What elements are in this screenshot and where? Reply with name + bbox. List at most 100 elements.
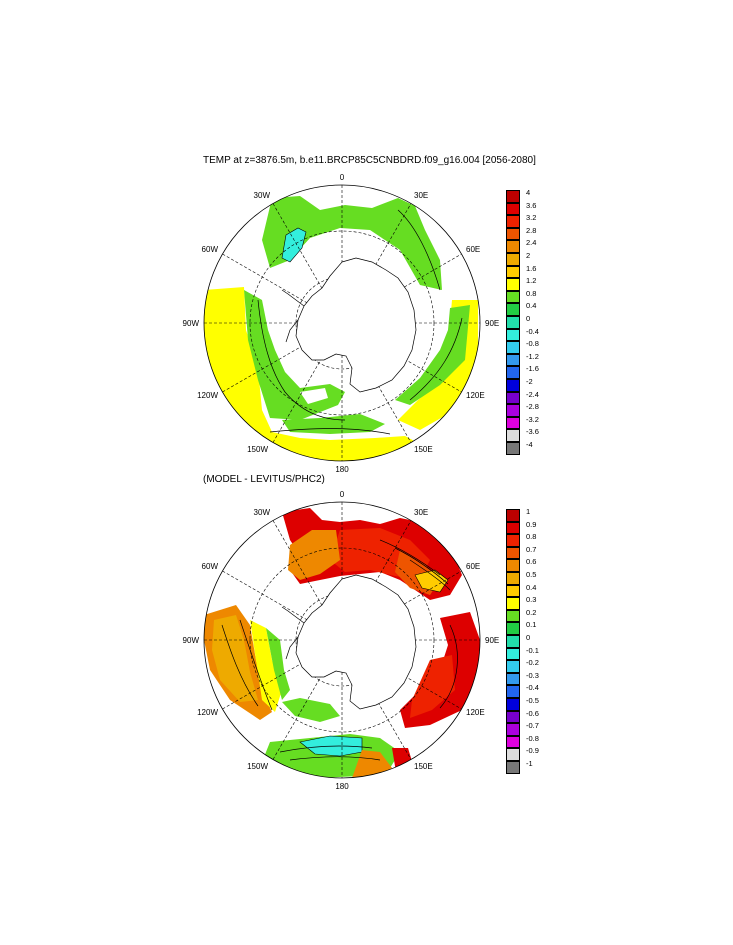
colorbar-2-swatch bbox=[506, 559, 520, 572]
colorbar-2-swatch bbox=[506, 660, 520, 673]
colorbar-1-swatch bbox=[506, 253, 520, 266]
colorbar-1-swatch bbox=[506, 391, 520, 405]
colorbar-1-label: -4 bbox=[526, 440, 533, 449]
map-1-lon-60e: 60E bbox=[466, 245, 480, 254]
colorbar-1-label: -1.6 bbox=[526, 364, 539, 374]
colorbar-2-swatch bbox=[506, 597, 520, 610]
map-1-lon-150e: 150E bbox=[414, 445, 433, 454]
colorbar-1-label: -2.4 bbox=[526, 389, 539, 399]
colorbar-2-swatch bbox=[506, 521, 520, 535]
colorbar-2-label: 0.8 bbox=[526, 532, 537, 542]
colorbar-1-swatch bbox=[506, 316, 520, 329]
colorbar-2-swatch bbox=[506, 584, 520, 598]
contour-a bbox=[379, 539, 451, 591]
colorbar-1-swatch bbox=[506, 429, 520, 442]
map-2-fields bbox=[204, 508, 480, 778]
colorbar-2-swatch bbox=[506, 622, 520, 635]
colorbar-1-swatch bbox=[506, 303, 520, 316]
antarctica-coast-1 bbox=[295, 257, 417, 393]
map-2-border bbox=[203, 501, 481, 779]
colorbar-2-swatch bbox=[506, 685, 520, 698]
field-green-ring bbox=[262, 196, 442, 290]
panel-2-title: (MODEL - LEVITUS/PHC2) bbox=[203, 474, 325, 485]
colorbar-1-label: -2.8 bbox=[526, 402, 539, 412]
colorbar-1-label: 1.2 bbox=[526, 276, 537, 286]
colorbar-2: 1 0.9 0.8 0.7 0.6 0.5 0.4 0.3 0.2 0.1 0 -0.1 -0.2 -0.… bbox=[506, 508, 566, 774]
colorbar-1-label: 2.8 bbox=[526, 225, 537, 235]
colorbar-1-swatch bbox=[506, 404, 520, 417]
contour-b bbox=[221, 619, 273, 711]
colorbar-1-swatch bbox=[506, 442, 520, 455]
colorbar-1-label: -1.2 bbox=[526, 351, 539, 361]
field-yellow-west bbox=[250, 620, 282, 712]
colorbar-2-label: -0.9 bbox=[526, 746, 539, 756]
colorbar-1-swatch bbox=[506, 353, 520, 367]
colorbar-1-swatch bbox=[506, 290, 520, 304]
map-2-lon-60w: 60W bbox=[202, 562, 219, 571]
colorbar-1-label: 0.8 bbox=[526, 288, 537, 298]
map-1-lon-0: 0 bbox=[340, 173, 345, 182]
colorbar-2-label: -1 bbox=[526, 759, 533, 768]
colorbar-1-swatch bbox=[506, 190, 520, 203]
field-gap-1 bbox=[334, 232, 362, 250]
colorbar-1-swatch bbox=[506, 227, 520, 241]
colorbar-2-swatch bbox=[506, 609, 520, 623]
map-2-lon-120e: 120E bbox=[466, 708, 485, 717]
colorbar-2-swatch bbox=[506, 647, 520, 661]
panel-1-title: TEMP at z=3876.5m, b.e11.BRCP85C5CNBDRD.… bbox=[203, 155, 536, 166]
colorbar-2-label: 0.9 bbox=[526, 519, 537, 529]
colorbar-2-label: 0.2 bbox=[526, 607, 537, 617]
colorbar-2-label: 0.7 bbox=[526, 544, 537, 554]
field-cyan-blob bbox=[281, 227, 307, 263]
contour-d bbox=[439, 624, 458, 709]
colorbar-1-label: -3.2 bbox=[526, 414, 539, 424]
map-2-lon-90w: 90W bbox=[183, 636, 200, 645]
map-1-border bbox=[203, 184, 481, 462]
map-2-lon-120w: 120W bbox=[197, 708, 218, 717]
map-1-lon-120w: 120W bbox=[197, 391, 218, 400]
colorbar-1-label: 0 bbox=[526, 314, 531, 323]
colorbar-1-swatch bbox=[506, 240, 520, 253]
antarctic-peninsula-2 bbox=[281, 606, 305, 660]
colorbar-1-label: -3.6 bbox=[526, 427, 539, 437]
colorbar-2-label: -0.6 bbox=[526, 708, 539, 718]
colorbar-1: 4 3.6 3.2 2.8 2.4 2 1.6 1.2 0.8 0.4 0 -0.4 -0.8 -1.2 -… bbox=[506, 188, 566, 455]
colorbar-1-label: 3.2 bbox=[526, 213, 537, 223]
field-green-sw bbox=[282, 698, 340, 722]
map-1-lon-180: 180 bbox=[335, 465, 349, 474]
colorbar-2-label: 0.5 bbox=[526, 570, 537, 579]
contour-3 bbox=[409, 317, 463, 401]
colorbar-1-label: 4 bbox=[526, 188, 531, 197]
map-1-lon-90e: 90E bbox=[485, 319, 499, 328]
contour-c bbox=[279, 745, 381, 761]
map-2-lon-60e: 60E bbox=[466, 562, 480, 571]
map-1-lon-60w: 60W bbox=[202, 245, 219, 254]
colorbar-1-swatch bbox=[506, 366, 520, 379]
colorbar-1-label: -2 bbox=[526, 377, 533, 386]
colorbar-2-swatch bbox=[506, 748, 520, 761]
field-red-east bbox=[410, 655, 455, 718]
colorbar-2-label: 0.3 bbox=[526, 595, 537, 605]
colorbar-2-label: -0.4 bbox=[526, 683, 539, 693]
colorbar-2-label: 0 bbox=[526, 633, 531, 642]
map-1: 0 180 90W 90E 30W 60W 120W 150W 30E 60E … bbox=[183, 173, 500, 474]
map-2-lon-180: 180 bbox=[335, 782, 349, 791]
colorbar-2-swatch bbox=[506, 698, 520, 711]
map-1-lon-120e: 120E bbox=[466, 391, 485, 400]
antarctic-peninsula-1 bbox=[281, 289, 305, 343]
contour-4 bbox=[269, 428, 391, 435]
colorbar-2-swatch bbox=[506, 723, 520, 736]
field-orange-west-inner bbox=[212, 615, 258, 702]
colorbar-1-label: 3.6 bbox=[526, 200, 537, 210]
field-green-west bbox=[244, 290, 345, 420]
map-2: 0 180 90W 90E 30W 60W 120W 150W 30E 60E … bbox=[183, 490, 500, 791]
colorbar-2-swatch bbox=[506, 761, 520, 774]
colorbar-2-label: -0.7 bbox=[526, 721, 539, 731]
colorbar-1-swatch bbox=[506, 416, 520, 430]
colorbar-2-label: -0.5 bbox=[526, 696, 539, 705]
colorbar-2-swatch bbox=[506, 509, 520, 522]
map-1-lon-30e: 30E bbox=[414, 191, 428, 200]
colorbar-2-label: -0.3 bbox=[526, 670, 539, 680]
colorbar-1-label: 1.6 bbox=[526, 263, 537, 273]
